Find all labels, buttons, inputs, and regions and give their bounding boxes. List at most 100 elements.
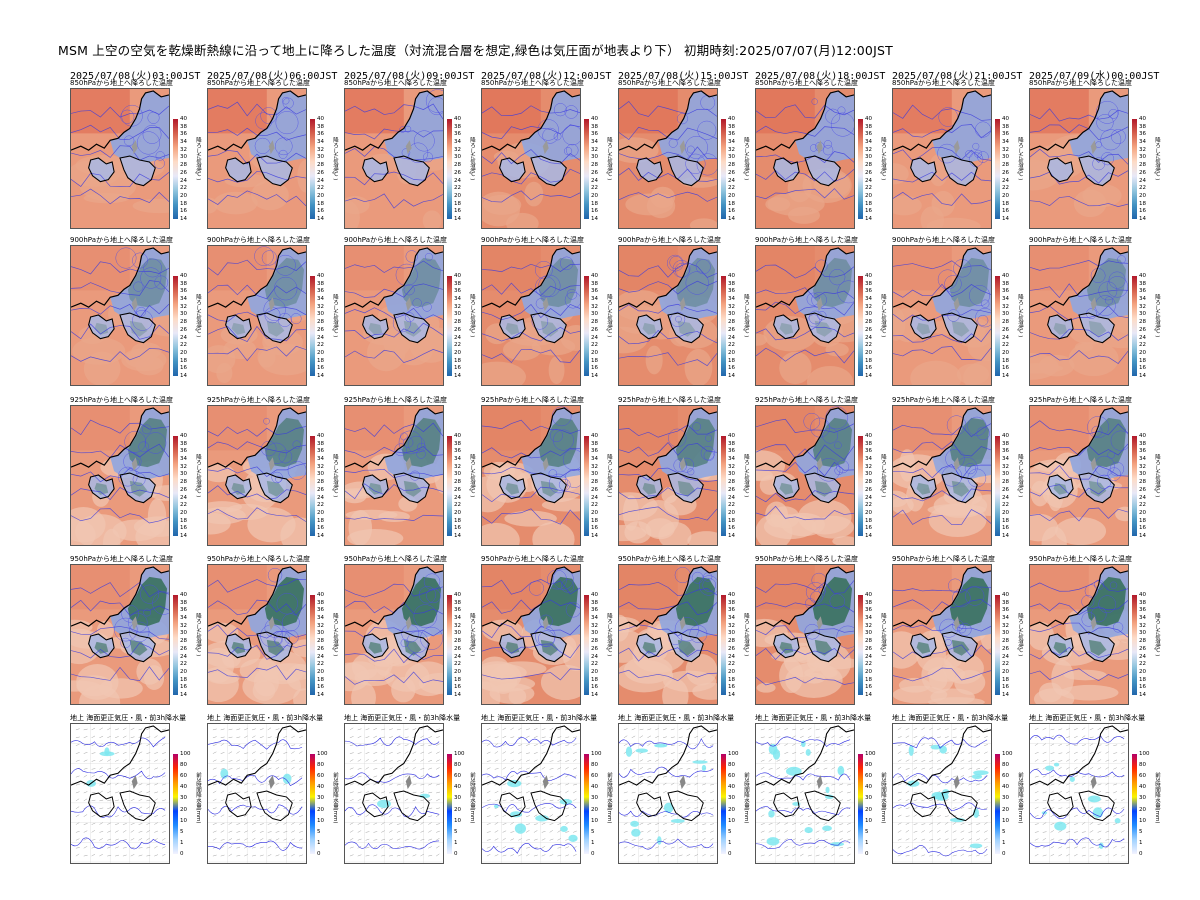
- colorbar-tick-label: 22: [865, 661, 872, 668]
- colorbar-tick-label: 34: [454, 615, 461, 622]
- colorbar-tick-label: 14: [1139, 373, 1146, 379]
- colorbar-tick-label: 28: [454, 479, 461, 486]
- temperature-map-panel: 950hPaから地上へ降ろした温度 40 38 36 34 32 30 28 26 24 22 20 1…: [344, 555, 480, 713]
- colorbar-tick-label: 28: [454, 638, 461, 645]
- surface-map-panel: 地上 海面更正気圧・風・前3h降水量 100 80 60 40 30 20 10 5 1 0 前3時間…: [70, 714, 206, 872]
- colorbar-tick-label: 38: [180, 280, 187, 287]
- colorbar-tick-label: 26: [317, 326, 324, 333]
- temperature-map: [344, 245, 444, 386]
- temp-colorbar-ticks: 40 38 36 34 32 30 28 26 24 22 20 18 16 14: [317, 116, 331, 221]
- colorbar-tick-label: 30: [1002, 795, 1009, 802]
- temperature-map-panel: 950hPaから地上へ降ろした温度 40 38 36 34 32 30 28 26 24 22 20 1…: [481, 555, 617, 713]
- colorbar-tick-label: 40: [728, 433, 735, 439]
- colorbar-tick-label: 36: [454, 131, 461, 138]
- colorbar-tick-label: 40: [317, 784, 324, 791]
- colorbar-tick-label: 26: [317, 169, 324, 176]
- temp-colorbar: [1132, 119, 1137, 219]
- colorbar-tick-label: 26: [1002, 169, 1009, 176]
- colorbar-tick-label: 28: [317, 638, 324, 645]
- colorbar-tick-label: 18: [317, 676, 324, 683]
- colorbar-tick-label: 40: [454, 273, 461, 279]
- colorbar-tick-label: 24: [180, 653, 187, 660]
- colorbar-tick-label: 30: [180, 471, 187, 478]
- temp-colorbar-ticks: 40 38 36 34 32 30 28 26 24 22 20 18 16 14: [1002, 433, 1016, 538]
- temp-colorbar: [310, 595, 315, 695]
- colorbar-tick-label: 26: [1002, 645, 1009, 652]
- panel-label: 地上 海面更正気圧・風・前3h降水量: [207, 714, 324, 722]
- colorbar-tick-label: 38: [865, 123, 872, 130]
- colorbar-tick-label: 24: [865, 494, 872, 501]
- temp-colorbar-unit: 降ろした気温(℃): [1017, 294, 1023, 338]
- colorbar-tick-label: 26: [728, 645, 735, 652]
- column-time-label: 2025/07/08(火)09:00JST: [344, 71, 475, 82]
- colorbar-tick-label: 30: [454, 471, 461, 478]
- colorbar-tick-label: 34: [454, 296, 461, 303]
- colorbar-tick-label: 16: [865, 525, 872, 532]
- panel-label: 地上 海面更正気圧・風・前3h降水量: [344, 714, 461, 722]
- colorbar-tick-label: 36: [728, 288, 735, 295]
- colorbar-tick-label: 20: [1139, 806, 1146, 813]
- colorbar-tick-label: 34: [591, 296, 598, 303]
- colorbar-tick-label: 18: [728, 357, 735, 364]
- temp-colorbar: [1132, 276, 1137, 376]
- colorbar-tick-label: 60: [865, 773, 872, 780]
- temperature-map: [618, 405, 718, 546]
- panel-label: 850hPaから地上へ降ろした温度: [1029, 79, 1132, 87]
- colorbar-tick-label: 22: [180, 342, 187, 349]
- colorbar-tick-label: 40: [1002, 592, 1009, 598]
- colorbar-tick-label: 14: [591, 373, 598, 379]
- colorbar-tick-label: 20: [180, 509, 187, 516]
- temperature-map: [892, 88, 992, 229]
- temp-colorbar-ticks: 40 38 36 34 32 30 28 26 24 22 20 18 16 14: [1002, 592, 1016, 697]
- colorbar-tick-label: 38: [728, 280, 735, 287]
- temp-colorbar-unit: 降ろした気温(℃): [195, 454, 201, 498]
- temp-colorbar: [173, 595, 178, 695]
- colorbar-tick-label: 26: [865, 169, 872, 176]
- colorbar-tick-label: 30: [180, 795, 187, 802]
- colorbar-tick-label: 40: [591, 592, 598, 598]
- temperature-map: [481, 564, 581, 705]
- colorbar-tick-label: 18: [591, 357, 598, 364]
- colorbar-tick-label: 38: [591, 599, 598, 606]
- temperature-map-panel: 950hPaから地上へ降ろした温度 40 38 36 34 32 30 28 26 24 22 20 1…: [755, 555, 891, 713]
- colorbar-tick-label: 40: [728, 592, 735, 598]
- colorbar-tick-label: 18: [454, 357, 461, 364]
- panel-label: 925hPaから地上へ降ろした温度: [892, 396, 995, 404]
- colorbar-tick-label: 18: [1002, 517, 1009, 524]
- colorbar-tick-label: 16: [454, 684, 461, 691]
- colorbar-tick-label: 20: [865, 509, 872, 516]
- colorbar-tick-label: 40: [1139, 784, 1146, 791]
- colorbar-tick-label: 1: [1002, 839, 1006, 846]
- colorbar-tick-label: 30: [591, 471, 598, 478]
- colorbar-tick-label: 20: [317, 668, 324, 675]
- temp-colorbar-unit: 降ろした気温(℃): [195, 294, 201, 338]
- colorbar-tick-label: 28: [317, 479, 324, 486]
- chart-title: MSM 上空の空気を乾燥断熱線に沿って地上に降ろした温度（対流混合層を想定,緑色…: [58, 43, 893, 58]
- colorbar-tick-label: 36: [591, 448, 598, 455]
- colorbar-tick-label: 32: [1139, 146, 1146, 153]
- colorbar-tick-label: 36: [591, 607, 598, 614]
- colorbar-tick-label: 32: [454, 463, 461, 470]
- temp-colorbar: [173, 276, 178, 376]
- colorbar-tick-label: 80: [454, 762, 461, 769]
- precip-colorbar-ticks: 100 80 60 40 30 20 10 5 1 0: [180, 751, 194, 856]
- precip-colorbar-ticks: 100 80 60 40 30 20 10 5 1 0: [591, 751, 605, 856]
- colorbar-tick-label: 18: [1002, 200, 1009, 207]
- colorbar-tick-label: 26: [454, 169, 461, 176]
- panel-label: 925hPaから地上へ降ろした温度: [618, 396, 721, 404]
- colorbar-tick-label: 14: [454, 216, 461, 222]
- temp-colorbar-unit: 降ろした気温(℃): [743, 454, 749, 498]
- temperature-map-panel: 850hPaから地上へ降ろした温度 40 38 36 34 32 30 28 26 24 22 20 1…: [207, 79, 343, 237]
- temperature-map-panel: 900hPaから地上へ降ろした温度 40 38 36 34 32 30 28 26 24 22 20 1…: [618, 236, 754, 394]
- precip-colorbar-unit: 前3時間降水量(mm): [332, 772, 338, 824]
- column-time-label: 2025/07/08(火)03:00JST: [70, 71, 201, 82]
- colorbar-tick-label: 26: [454, 326, 461, 333]
- colorbar-tick-label: 10: [728, 817, 735, 824]
- colorbar-tick-label: 36: [1002, 131, 1009, 138]
- colorbar-tick-label: 16: [180, 525, 187, 532]
- colorbar-tick-label: 32: [1002, 146, 1009, 153]
- precip-colorbar-unit: 前3時間降水量(mm): [195, 772, 201, 824]
- colorbar-tick-label: 22: [728, 185, 735, 192]
- temperature-map-panel: 850hPaから地上へ降ろした温度 40 38 36 34 32 30 28 26 24 22 20 1…: [481, 79, 617, 237]
- colorbar-tick-label: 30: [454, 630, 461, 637]
